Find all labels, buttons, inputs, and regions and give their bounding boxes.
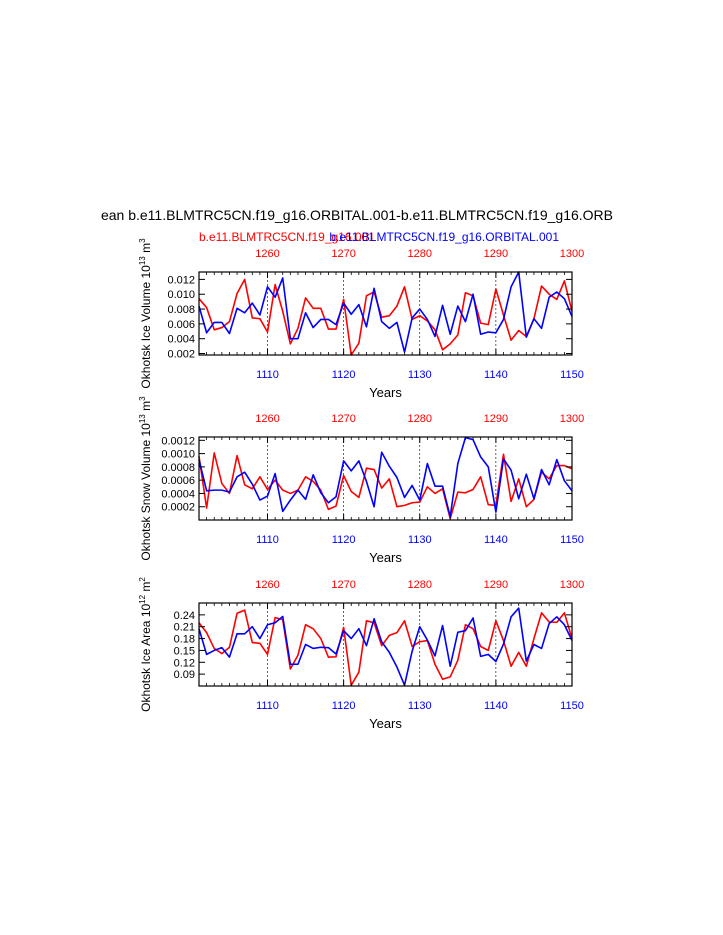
y-tick-label: 0.0002 — [161, 502, 195, 514]
series-line-red — [198, 609, 573, 687]
y-tick-label: 0.12 — [174, 657, 195, 669]
y-tick-label: 0.008 — [167, 304, 195, 316]
y-tick-label: 0.002 — [167, 349, 195, 361]
y-axis-title-text: Okhotsk Ice Volume 10 — [139, 265, 153, 389]
y-tick-label: 0.09 — [174, 669, 195, 681]
chart-panel-1: 1110 1120 1130 1140 1150 1260 1270 1280 1290 1300… — [138, 238, 584, 400]
y-axis-title: Okhotsk Ice Area 1012 m2 — [138, 577, 153, 712]
left-subtitle: b.e11.BLMTRC5CN.f19_g16.001 — [199, 230, 375, 244]
y-tick-label: 0.24 — [174, 610, 195, 622]
chart-panel-3: 1110 1120 1130 1140 1150 1260 1270 1280 1290 1300… — [138, 577, 584, 731]
top-tick-label: 1280 — [408, 579, 432, 591]
y-axis-title-unit: m — [139, 582, 153, 595]
y-tick-label: 0.0010 — [161, 449, 195, 461]
y-tick-label: 0.010 — [167, 289, 195, 301]
y-tick-label: 0.006 — [167, 319, 195, 331]
series-line-red — [198, 452, 573, 520]
x-tick-label: 1120 — [332, 369, 356, 381]
y-axis-title-unit-exponent: 3 — [138, 238, 147, 243]
y-axis-title-unit-exponent: 2 — [138, 577, 147, 582]
top-tick-label: 1300 — [560, 413, 584, 425]
top-tick-label: 1290 — [484, 579, 508, 591]
top-tick-label: 1270 — [331, 248, 355, 260]
x-tick-label: 1110 — [256, 534, 279, 546]
x-tick-label: 1110 — [256, 700, 279, 712]
x-tick-label: 1140 — [484, 534, 508, 546]
top-tick-label: 1270 — [331, 579, 355, 591]
x-tick-label: 1150 — [560, 534, 584, 546]
series-line-blue — [198, 436, 573, 518]
top-tick-label: 1260 — [255, 248, 279, 260]
y-tick-label: 0.0006 — [161, 475, 195, 487]
plot-frame — [198, 602, 573, 687]
x-tick-label: 1120 — [332, 700, 356, 712]
x-axis-title: Years — [369, 550, 402, 565]
y-axis-title-unit: m — [139, 401, 153, 414]
series-line-red — [198, 278, 573, 356]
top-tick-label: 1300 — [560, 248, 584, 260]
main-title: ean b.e11.BLMTRC5CN.f19_g16.ORBITAL.001-… — [101, 207, 613, 223]
top-tick-label: 1300 — [560, 579, 584, 591]
chart-panel-2: 1110 1120 1130 1140 1150 1260 1270 1280 1290 1300… — [138, 396, 584, 565]
y-axis-title-text: Okhotsk Snow Volume 10 — [139, 423, 153, 561]
top-tick-label: 1280 — [408, 413, 432, 425]
top-tick-label: 1290 — [484, 413, 508, 425]
x-tick-label: 1140 — [484, 700, 508, 712]
y-tick-label: 0.0012 — [161, 435, 195, 447]
y-tick-label: 0.0008 — [161, 462, 195, 474]
x-tick-label: 1120 — [332, 534, 356, 546]
x-tick-label: 1130 — [408, 369, 432, 381]
y-axis-title-unit-exponent: 3 — [138, 396, 147, 401]
series-line-blue — [198, 607, 573, 687]
x-tick-label: 1150 — [560, 700, 584, 712]
y-axis-title-exponent: 13 — [138, 414, 147, 423]
y-axis-title-text: Okhotsk Ice Area 10 — [139, 603, 153, 711]
y-tick-label: 0.0004 — [161, 488, 195, 500]
x-tick-label: 1150 — [560, 369, 584, 381]
y-tick-label: 0.012 — [167, 274, 195, 286]
top-tick-label: 1260 — [255, 413, 279, 425]
x-tick-label: 1140 — [484, 369, 508, 381]
top-tick-label: 1280 — [408, 248, 432, 260]
y-axis-title-exponent: 13 — [138, 256, 147, 265]
x-tick-label: 1130 — [408, 700, 432, 712]
series-line-blue — [198, 271, 573, 353]
right-subtitle: b.e11.BLMTRC5CN.f19_g16.ORBITAL.001 — [329, 230, 559, 244]
x-axis-title: Years — [369, 385, 402, 400]
y-tick-label: 0.21 — [174, 622, 195, 634]
y-tick-label: 0.004 — [167, 334, 195, 346]
x-tick-label: 1130 — [408, 534, 432, 546]
x-tick-label: 1110 — [256, 369, 279, 381]
y-axis-title: Okhotsk Ice Volume 1013 m3 — [138, 238, 153, 389]
plot-frame — [198, 271, 573, 356]
y-axis-title-exponent: 12 — [138, 594, 147, 603]
top-tick-label: 1270 — [331, 413, 355, 425]
top-tick-label: 1260 — [255, 579, 279, 591]
y-tick-label: 0.15 — [174, 645, 195, 657]
top-tick-label: 1290 — [484, 248, 508, 260]
y-tick-label: 0.18 — [174, 634, 195, 646]
x-axis-title: Years — [369, 716, 402, 731]
y-axis-title-unit: m — [139, 243, 153, 256]
plot-frame — [198, 436, 573, 521]
y-axis-title: Okhotsk Snow Volume 1013 m3 — [138, 396, 153, 561]
